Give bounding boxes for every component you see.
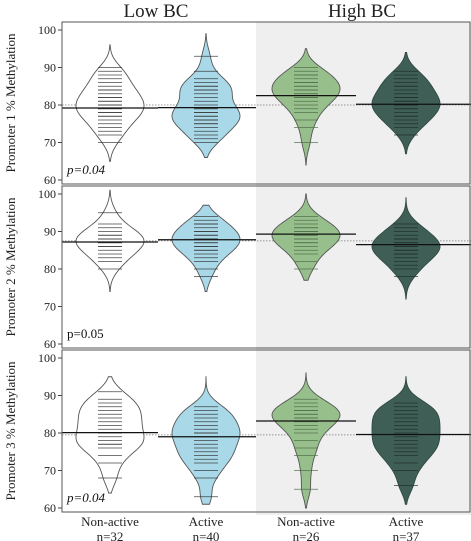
bean-1 [75,189,145,292]
y-tick-label: 80 [44,98,56,112]
y-tick-label: 100 [38,23,56,37]
n-label-4: n=37 [393,529,420,541]
y-tick-label: 100 [38,351,56,365]
p-value-label: p=0.05 [67,326,104,341]
y-tick-label: 70 [44,136,56,150]
y-tick-label: 80 [44,426,56,440]
x-axis-labels: Non-active n=32 Active n=40 Non-active n… [81,514,423,541]
y-tick-label: 100 [38,187,56,201]
x-label-4: Active [389,514,424,529]
n-label-3: n=26 [293,529,320,541]
y-tick-label: 90 [44,61,56,75]
x-label-1: Non-active [81,514,139,529]
p-value-label: p=0.04 [66,162,106,177]
y-tick-label: 70 [44,464,56,478]
bean-3 [271,193,341,281]
panel-3: 60 70 80 90 100 Promoter 3 % Methylation p=0.0… [3,349,471,515]
n-label-1: n=32 [97,529,124,541]
y-tick-label: 60 [44,337,56,351]
y-tick-label: 60 [44,173,56,187]
group-label-low: Low BC [124,1,189,22]
panel-frame [61,349,471,513]
y-tick-label: 90 [44,225,56,239]
bean-2 [171,204,241,292]
group-label-high: High BC [328,1,396,22]
bean-4 [371,197,441,300]
bean-1 [75,44,145,162]
panel-frame [61,185,471,349]
bean-4 [371,52,441,155]
panel-2: 60 70 80 90 100 Promoter 2 % Methylation p=0.0… [3,185,471,351]
panel-1: 60 70 80 90 100 Promoter 1 % Methylation p=0.0… [3,21,471,187]
panels: 60 70 80 90 100 Promoter 1 % Methylation p=0.0… [3,21,471,515]
y-tick-label: 80 [44,262,56,276]
n-label-2: n=40 [193,529,220,541]
y-axis-label: Promoter 2 % Methylation [3,197,18,337]
p-value-label: p=0.04 [66,490,106,505]
x-label-2: Active [189,514,224,529]
x-label-3: Non-active [277,514,335,529]
bean-2 [171,33,241,158]
y-tick-label: 60 [44,501,56,515]
y-tick-label: 90 [44,389,56,403]
panel-frame [61,21,471,185]
y-axis-label: Promoter 1 % Methylation [3,33,18,173]
y-axis-label: Promoter 3 % Methylation [3,361,18,501]
y-tick-label: 70 [44,300,56,314]
bean-1 [75,376,145,494]
